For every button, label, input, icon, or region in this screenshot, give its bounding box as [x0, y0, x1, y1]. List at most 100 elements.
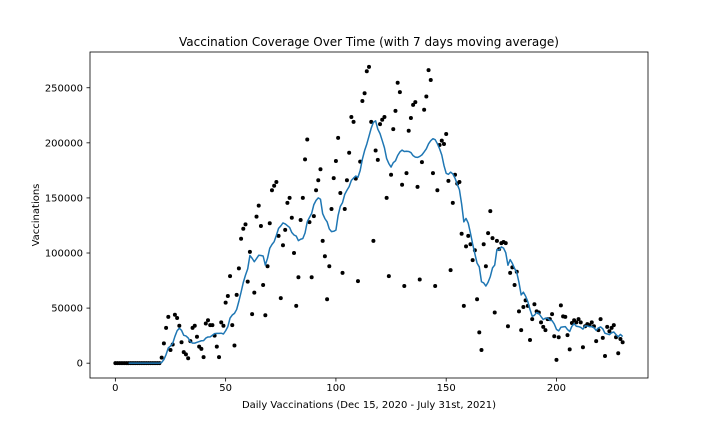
data-point — [479, 347, 484, 352]
data-point — [576, 317, 581, 322]
data-point — [466, 233, 471, 238]
data-point — [360, 98, 365, 103]
data-point — [172, 312, 177, 317]
data-point — [267, 221, 272, 226]
data-point — [338, 190, 343, 195]
data-point — [580, 345, 585, 350]
data-point — [565, 333, 570, 338]
data-point — [543, 328, 548, 333]
data-point — [179, 340, 184, 345]
data-point — [486, 231, 491, 236]
data-point — [175, 316, 180, 321]
data-point — [567, 347, 572, 352]
data-point — [448, 268, 453, 273]
y-axis: 0 50000 100000 150000 200000 250000 — [45, 83, 90, 370]
data-point — [214, 344, 219, 349]
x-tick-label: 200 — [547, 383, 566, 394]
chart-title: Vaccination Coverage Over Time (with 7 d… — [179, 35, 559, 49]
data-point — [554, 357, 559, 362]
data-point — [439, 138, 444, 143]
y-tick-label: 100000 — [45, 249, 83, 260]
data-point — [413, 100, 418, 105]
data-point — [563, 314, 568, 319]
data-point — [258, 224, 263, 229]
data-point — [194, 334, 199, 339]
data-point — [278, 296, 283, 301]
data-point — [261, 282, 266, 287]
data-point — [232, 343, 237, 348]
data-point — [450, 200, 455, 205]
data-point — [221, 323, 226, 328]
data-point — [234, 292, 239, 297]
data-point — [446, 178, 451, 183]
data-point — [325, 297, 330, 302]
data-point — [192, 323, 197, 328]
data-point — [528, 338, 532, 343]
data-point — [177, 323, 182, 328]
data-point — [594, 339, 599, 344]
data-point — [419, 160, 424, 165]
data-point — [428, 78, 433, 83]
data-point — [289, 215, 294, 220]
data-point — [508, 270, 513, 275]
data-point — [280, 243, 285, 248]
y-tick-label: 0 — [77, 359, 83, 370]
data-point — [186, 356, 191, 361]
data-point — [272, 183, 277, 188]
moving-average-line — [128, 120, 624, 364]
data-point — [408, 116, 413, 121]
data-point — [369, 119, 374, 124]
data-point — [166, 314, 171, 319]
y-tick-label: 50000 — [51, 304, 83, 315]
data-point — [210, 323, 215, 328]
x-tick-label: 150 — [437, 383, 456, 394]
data-point — [441, 141, 446, 146]
data-point — [397, 90, 402, 95]
data-point — [494, 238, 499, 243]
data-point — [318, 167, 323, 172]
data-point — [552, 334, 557, 339]
data-point — [250, 312, 255, 317]
data-point — [550, 312, 555, 317]
data-point — [349, 114, 354, 119]
data-point — [263, 313, 268, 318]
y-tick-label: 250000 — [45, 83, 83, 94]
data-point — [574, 320, 579, 325]
data-point — [265, 264, 270, 269]
data-point — [481, 242, 486, 247]
data-point — [605, 324, 610, 329]
data-point — [236, 266, 241, 271]
data-point — [333, 159, 338, 164]
data-point — [203, 321, 208, 326]
data-point — [402, 284, 407, 289]
data-point — [556, 335, 561, 340]
data-point — [311, 214, 316, 219]
data-point — [512, 282, 517, 287]
data-point — [336, 135, 341, 140]
data-point — [347, 150, 352, 155]
data-point — [322, 254, 327, 259]
data-point — [519, 328, 524, 333]
data-point — [183, 352, 188, 357]
data-point — [298, 217, 303, 222]
data-point — [433, 284, 438, 289]
data-point — [600, 335, 605, 340]
data-point — [245, 279, 250, 284]
data-point — [375, 157, 380, 162]
data-point — [307, 220, 312, 225]
data-point — [620, 340, 625, 345]
data-point — [415, 184, 420, 189]
data-point — [252, 290, 257, 295]
data-point — [578, 320, 583, 325]
data-point — [389, 172, 394, 177]
data-point — [492, 310, 497, 315]
data-point — [355, 279, 360, 284]
data-point — [206, 318, 210, 323]
data-point — [618, 336, 623, 341]
data-point — [247, 249, 252, 254]
data-point — [309, 275, 314, 280]
data-point — [404, 171, 409, 176]
data-point — [269, 188, 274, 193]
data-point — [316, 178, 321, 183]
